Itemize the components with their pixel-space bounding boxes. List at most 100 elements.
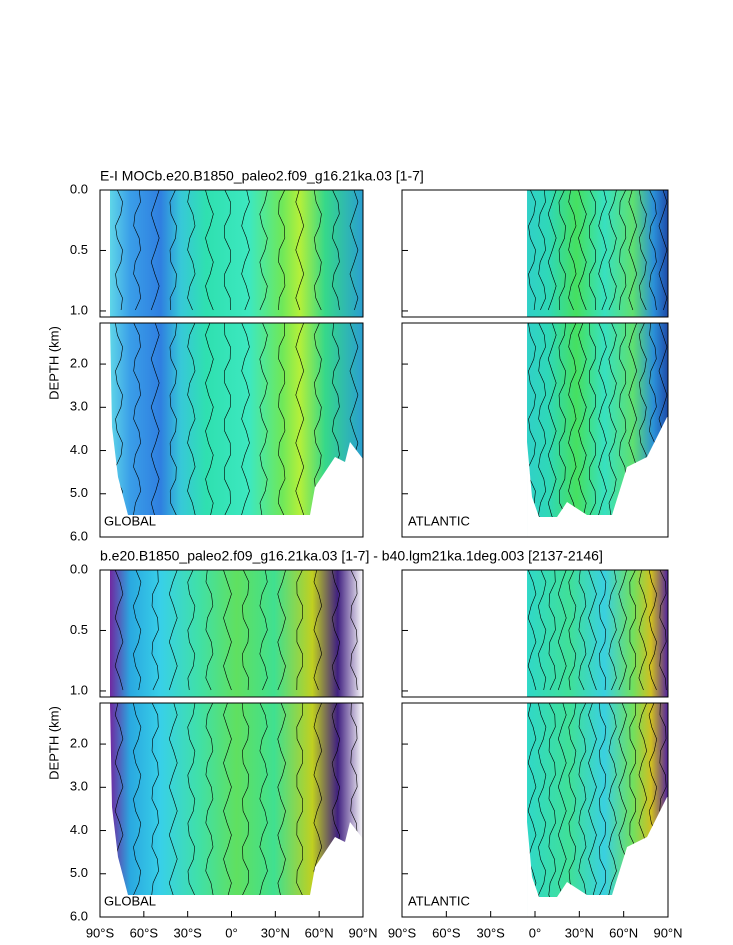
y-tick-label: 3.0 [70, 399, 88, 414]
contour-line [168, 702, 178, 908]
contour-line [277, 569, 287, 691]
contour-line [538, 569, 547, 691]
y-tick-label: 0.5 [70, 622, 88, 637]
x-tick-label: 30°S [476, 925, 505, 940]
contour-line [259, 189, 268, 311]
contour-line [638, 189, 647, 311]
contour-line [578, 569, 587, 691]
x-tick-label: 90°S [86, 925, 115, 940]
contour-line [598, 702, 607, 908]
y-tick-label: 1.0 [70, 302, 88, 317]
contour-line [187, 189, 196, 311]
contour-line [133, 322, 142, 528]
contour-line [259, 569, 268, 691]
contour-line [528, 189, 536, 311]
contour-line [332, 189, 340, 311]
contour-line [313, 189, 322, 311]
contour-line [187, 569, 196, 691]
contour-line [259, 322, 268, 528]
seafloor-mask [527, 797, 688, 917]
contour-line [187, 322, 196, 528]
panel-label: ATLANTIC [408, 893, 470, 908]
contour-line [548, 569, 556, 691]
contour-line [278, 189, 286, 311]
contour-line [547, 189, 557, 311]
contour-line [187, 702, 196, 908]
contour-line [114, 569, 124, 691]
contour-line [224, 189, 231, 311]
contour-line [638, 569, 648, 691]
contour-line [115, 322, 123, 528]
y-axis-label: DEPTH (km) [46, 706, 61, 780]
panel-label: GLOBAL [104, 513, 156, 528]
x-tick-label: 60°N [609, 925, 638, 940]
contour-line [133, 569, 142, 691]
contour-line [313, 569, 323, 691]
seafloor-mask [100, 703, 363, 917]
contour-line [241, 702, 250, 908]
contour-line [659, 569, 667, 691]
x-tick-label: 0° [225, 925, 237, 940]
x-tick-label: 90°N [653, 925, 682, 940]
seafloor-mask [527, 417, 688, 537]
contour-line [223, 569, 232, 691]
contour-line [629, 569, 636, 691]
panel-frame [401, 189, 669, 318]
contour-line [277, 322, 286, 528]
contour-line [598, 189, 607, 311]
contour-line [132, 702, 142, 908]
contour-line [150, 189, 160, 311]
contour-line [295, 189, 305, 311]
contour-field [527, 190, 668, 317]
y-tick-label: 0.5 [70, 242, 88, 257]
contour-line [205, 322, 214, 528]
contour-line [538, 189, 547, 311]
panel-label: GLOBAL [104, 893, 156, 908]
contour-line [568, 569, 577, 691]
y-tick-label: 5.0 [70, 485, 88, 500]
contour-line [527, 702, 537, 908]
contour-line [313, 702, 323, 908]
contour-line [558, 322, 566, 528]
y-tick-label: 2.0 [70, 356, 88, 371]
contour-line [205, 702, 214, 908]
y-tick-label: 0.0 [70, 561, 88, 576]
contour-line [598, 322, 607, 528]
contour-line [608, 189, 617, 311]
contour-line [598, 569, 607, 691]
contour-line [568, 702, 577, 908]
contour-line [296, 569, 303, 691]
panel-frame [401, 569, 669, 698]
contour-line [151, 702, 159, 908]
x-tick-label: 30°N [565, 925, 594, 940]
seafloor-mask [100, 323, 363, 537]
contour-line [588, 702, 597, 908]
panel-frame [99, 189, 364, 318]
contour-line [205, 569, 214, 691]
x-tick-label: 90°N [348, 925, 377, 940]
contour-line [658, 189, 668, 311]
contour-line [350, 569, 358, 691]
contour-line [648, 569, 658, 691]
contour-line [649, 189, 657, 311]
contour-line [115, 189, 123, 311]
contour-line [133, 189, 141, 311]
contour-line [331, 569, 341, 691]
contour-line [548, 702, 556, 908]
contour-line [205, 189, 214, 311]
contour-line [241, 569, 250, 691]
panel-frame [401, 322, 669, 538]
contour-field [110, 570, 363, 697]
y-tick-label: 2.0 [70, 736, 88, 751]
contour-line [169, 189, 177, 311]
x-tick-label: 90°S [388, 925, 417, 940]
contour-line [547, 322, 557, 528]
y-axis-label: DEPTH (km) [46, 326, 61, 400]
contour-line [608, 702, 617, 908]
contour-line [568, 322, 577, 528]
contour-line [538, 322, 547, 528]
chart-title: E-I MOCb.e20.B1850_paleo2.f09_g16.21ka.0… [100, 168, 424, 184]
y-tick-label: 6.0 [70, 528, 88, 543]
contour-line [168, 569, 178, 691]
